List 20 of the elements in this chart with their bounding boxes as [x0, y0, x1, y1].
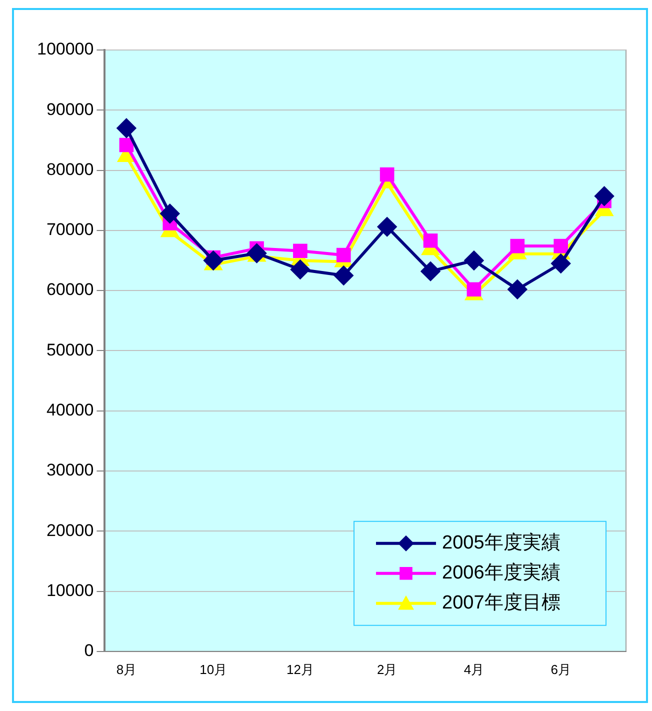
y-tick-label: 90000 [46, 100, 94, 119]
legend-label: 2007年度目標 [442, 592, 560, 614]
y-tick-label: 70000 [46, 220, 94, 240]
y-tick-label: 10000 [46, 580, 94, 600]
y-tick-label: 60000 [46, 280, 94, 300]
y-tick-label: 100000 [36, 40, 94, 59]
x-tick-label: 12月 [286, 662, 314, 677]
y-tick-label: 40000 [46, 400, 94, 420]
x-tick-label: 4月 [464, 662, 484, 677]
x-tick-label: 2月 [376, 662, 398, 677]
y-tick-label: 50000 [46, 340, 94, 360]
x-tick-label: 8月 [116, 662, 137, 677]
legend-label: 2005年度実績 [442, 532, 560, 554]
x-tick-label: 10月 [200, 662, 228, 677]
y-tick-label: 30000 [46, 460, 94, 480]
x-tick-label: 6月 [550, 662, 571, 677]
y-tick-label: 0 [84, 641, 94, 660]
legend-label: 2006年度実績 [442, 562, 560, 584]
y-tick-label: 80000 [46, 160, 94, 179]
y-tick-label: 20000 [46, 520, 94, 540]
